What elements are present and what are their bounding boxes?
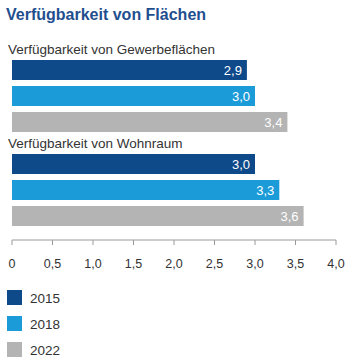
chart: Verfügbarkeit von Flächen Verfügbarkeit v…	[0, 0, 352, 362]
data-label: 2,9	[224, 63, 242, 78]
x-tick	[52, 240, 53, 245]
x-tick	[255, 240, 256, 245]
bar	[12, 206, 304, 226]
labels: Verfügbarkeit von Gewerbeflächen 2,9 3,0 3,…	[8, 42, 299, 224]
data-label: 3,3	[256, 183, 274, 198]
category-label: Verfügbarkeit von Wohnraum	[8, 136, 183, 151]
legend-label: 2018	[30, 317, 60, 332]
legend-label: 2022	[30, 343, 60, 358]
data-label: 3,0	[232, 89, 250, 104]
x-tick-label: 1,5	[125, 257, 142, 271]
legend: 2015 2018 2022	[7, 290, 60, 358]
bar	[12, 154, 255, 174]
x-tick-label: 2,0	[165, 257, 182, 271]
x-tick	[93, 240, 94, 245]
x-tick-label: 3,0	[246, 257, 263, 271]
legend-label: 2015	[30, 291, 60, 306]
x-tick-label: 4,0	[327, 257, 344, 271]
x-tick-label: 2,5	[206, 257, 223, 271]
bar	[12, 60, 247, 80]
bar	[12, 86, 255, 106]
x-tick	[174, 240, 175, 245]
title: Verfügbarkeit von Flächen	[6, 6, 206, 23]
x-tick-label: 3,5	[287, 257, 304, 271]
x-tick	[336, 240, 337, 245]
x-tick	[295, 240, 296, 245]
legend-swatch	[7, 290, 22, 305]
x-tick-label: 0	[9, 257, 16, 271]
data-label: 3,4	[264, 115, 282, 130]
legend-swatch	[7, 316, 22, 331]
bar	[12, 112, 287, 132]
x-tick	[133, 240, 134, 245]
data-label: 3,6	[281, 209, 299, 224]
bar	[12, 180, 279, 200]
data-label: 3,0	[232, 157, 250, 172]
x-tick-label: 1,0	[84, 257, 101, 271]
category-label: Verfügbarkeit von Gewerbeflächen	[8, 42, 215, 57]
x-tick-label: 0,5	[44, 257, 61, 271]
legend-swatch	[7, 342, 22, 357]
x-tick	[12, 240, 13, 245]
x-tick	[214, 240, 215, 245]
